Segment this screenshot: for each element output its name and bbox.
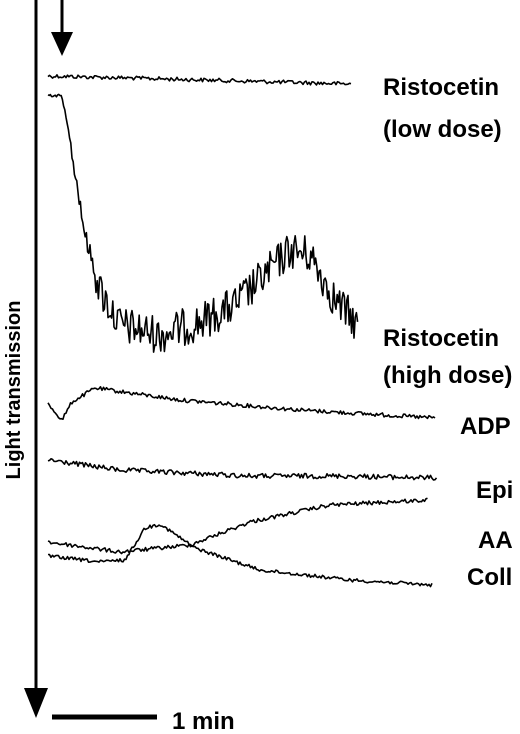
- series-label-epi: Epi: [476, 477, 513, 504]
- y-axis-arrowhead: [24, 688, 48, 718]
- trace-coll: [47, 523, 433, 588]
- trace-ristocetin-high-dose: [47, 93, 359, 353]
- trace-ristocetin-low-dose: [47, 74, 352, 86]
- time-scale-bar-label: 1 min: [172, 708, 235, 734]
- series-label-adp: ADP: [460, 413, 511, 440]
- series-label-ristocetin-low-line1: Ristocetin: [383, 74, 499, 101]
- y-axis-label: Light transmission: [3, 301, 25, 480]
- series-label-ristocetin-high-line2: (high dose): [383, 362, 512, 389]
- series-labels: Ristocetin (low dose) Ristocetin (high d…: [383, 74, 513, 591]
- trace-adp: [47, 386, 436, 420]
- trace-aa: [47, 497, 428, 555]
- traces-group: [47, 74, 438, 588]
- addition-arrowhead: [51, 32, 73, 56]
- series-label-coll: Coll: [467, 564, 512, 591]
- series-label-ristocetin-low-line2: (low dose): [383, 116, 502, 143]
- series-label-aa: AA: [478, 527, 513, 554]
- trace-epi: [47, 458, 438, 481]
- series-label-ristocetin-high-line1: Ristocetin: [383, 325, 499, 352]
